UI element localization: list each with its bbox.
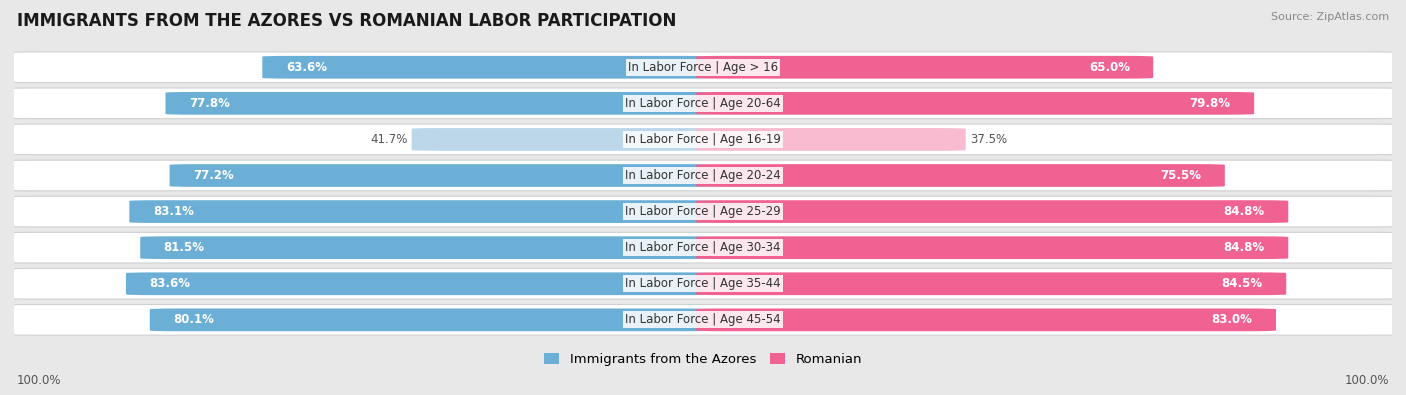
Text: In Labor Force | Age 35-44: In Labor Force | Age 35-44 (626, 277, 780, 290)
Legend: Immigrants from the Azores, Romanian: Immigrants from the Azores, Romanian (538, 348, 868, 371)
FancyBboxPatch shape (141, 236, 710, 259)
Text: 77.8%: 77.8% (188, 97, 229, 110)
Text: 84.5%: 84.5% (1222, 277, 1263, 290)
Text: In Labor Force | Age 45-54: In Labor Force | Age 45-54 (626, 313, 780, 326)
FancyBboxPatch shape (127, 273, 710, 295)
Text: 100.0%: 100.0% (17, 374, 62, 387)
Text: 83.0%: 83.0% (1212, 313, 1253, 326)
Text: In Labor Force | Age 25-29: In Labor Force | Age 25-29 (626, 205, 780, 218)
Text: In Labor Force | Age 20-24: In Labor Force | Age 20-24 (626, 169, 780, 182)
Text: 65.0%: 65.0% (1088, 61, 1130, 74)
FancyBboxPatch shape (0, 305, 1406, 335)
Text: 83.6%: 83.6% (149, 277, 190, 290)
FancyBboxPatch shape (696, 92, 1254, 115)
FancyBboxPatch shape (696, 273, 1286, 295)
FancyBboxPatch shape (696, 128, 966, 151)
Text: Source: ZipAtlas.com: Source: ZipAtlas.com (1271, 12, 1389, 22)
Text: 83.1%: 83.1% (153, 205, 194, 218)
Text: In Labor Force | Age 16-19: In Labor Force | Age 16-19 (626, 133, 780, 146)
Text: IMMIGRANTS FROM THE AZORES VS ROMANIAN LABOR PARTICIPATION: IMMIGRANTS FROM THE AZORES VS ROMANIAN L… (17, 12, 676, 30)
Text: 63.6%: 63.6% (285, 61, 326, 74)
Text: In Labor Force | Age 30-34: In Labor Force | Age 30-34 (626, 241, 780, 254)
FancyBboxPatch shape (0, 160, 1406, 191)
FancyBboxPatch shape (412, 128, 710, 151)
Text: 37.5%: 37.5% (970, 133, 1007, 146)
Text: In Labor Force | Age > 16: In Labor Force | Age > 16 (628, 61, 778, 74)
FancyBboxPatch shape (0, 88, 1406, 118)
Text: 41.7%: 41.7% (370, 133, 408, 146)
FancyBboxPatch shape (0, 269, 1406, 299)
FancyBboxPatch shape (0, 232, 1406, 263)
FancyBboxPatch shape (696, 56, 1153, 79)
Text: 81.5%: 81.5% (163, 241, 205, 254)
FancyBboxPatch shape (166, 92, 710, 115)
FancyBboxPatch shape (696, 308, 1277, 331)
FancyBboxPatch shape (696, 200, 1288, 223)
FancyBboxPatch shape (696, 236, 1288, 259)
Text: 84.8%: 84.8% (1223, 241, 1265, 254)
Text: 84.8%: 84.8% (1223, 205, 1265, 218)
Text: 80.1%: 80.1% (173, 313, 214, 326)
Text: 79.8%: 79.8% (1189, 97, 1230, 110)
FancyBboxPatch shape (0, 124, 1406, 155)
FancyBboxPatch shape (0, 52, 1406, 83)
FancyBboxPatch shape (129, 200, 710, 223)
FancyBboxPatch shape (696, 164, 1225, 187)
FancyBboxPatch shape (170, 164, 710, 187)
Text: 100.0%: 100.0% (1344, 374, 1389, 387)
FancyBboxPatch shape (0, 196, 1406, 227)
Text: 75.5%: 75.5% (1160, 169, 1201, 182)
Text: 77.2%: 77.2% (193, 169, 233, 182)
FancyBboxPatch shape (150, 308, 710, 331)
Text: In Labor Force | Age 20-64: In Labor Force | Age 20-64 (626, 97, 780, 110)
FancyBboxPatch shape (263, 56, 710, 79)
